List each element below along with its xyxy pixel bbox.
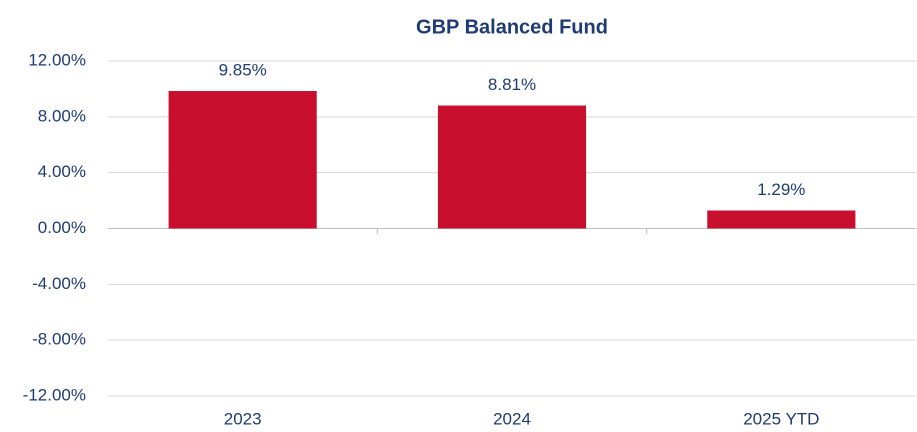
y-tick-label: 12.00% (28, 50, 86, 69)
x-tick-label: 2024 (493, 409, 531, 428)
y-tick-label: -4.00% (32, 274, 86, 293)
bar (168, 91, 317, 229)
x-tick-label: 2023 (224, 409, 262, 428)
data-label: 1.29% (757, 180, 805, 199)
bar (707, 210, 856, 229)
chart-title: GBP Balanced Fund (416, 16, 608, 38)
y-tick-label: 4.00% (38, 162, 86, 181)
y-tick-label: 8.00% (38, 106, 86, 125)
y-tick-label: -12.00% (23, 385, 86, 404)
bar (437, 105, 587, 229)
data-label: 8.81% (488, 75, 536, 94)
y-tick-label: -8.00% (32, 330, 86, 349)
data-label: 9.85% (219, 60, 267, 79)
y-tick-label: 0.00% (38, 218, 86, 237)
x-tick-label: 2025 YTD (743, 409, 819, 428)
